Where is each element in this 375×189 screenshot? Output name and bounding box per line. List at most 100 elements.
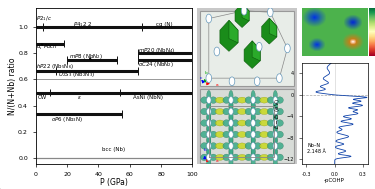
Ellipse shape <box>215 132 224 137</box>
Ellipse shape <box>232 154 239 161</box>
Ellipse shape <box>254 97 261 103</box>
Text: Nb–N
2.148 Å: Nb–N 2.148 Å <box>307 143 326 154</box>
Ellipse shape <box>207 113 211 124</box>
Circle shape <box>207 143 211 149</box>
Text: $\alpha$, Pbcn: $\alpha$, Pbcn <box>36 42 58 51</box>
Ellipse shape <box>232 120 239 126</box>
Ellipse shape <box>229 110 233 121</box>
Ellipse shape <box>229 136 233 147</box>
Ellipse shape <box>260 109 269 115</box>
Ellipse shape <box>260 120 269 126</box>
Circle shape <box>267 8 273 17</box>
Ellipse shape <box>201 143 208 149</box>
Ellipse shape <box>210 97 217 103</box>
Ellipse shape <box>251 110 255 121</box>
Text: $U_2S_3$ (Nb$_2$N$_3$): $U_2S_3$ (Nb$_2$N$_3$) <box>58 70 95 79</box>
Ellipse shape <box>237 109 247 115</box>
Circle shape <box>256 42 262 51</box>
Ellipse shape <box>237 154 247 160</box>
Ellipse shape <box>215 154 224 160</box>
Ellipse shape <box>201 120 208 126</box>
Circle shape <box>273 120 278 126</box>
Circle shape <box>273 97 278 104</box>
Ellipse shape <box>251 99 255 110</box>
Ellipse shape <box>223 154 230 161</box>
Text: AsNi (NbN): AsNi (NbN) <box>133 95 163 100</box>
Ellipse shape <box>251 113 255 124</box>
Ellipse shape <box>237 132 247 137</box>
Text: $hP22$ (Nb$_5$N$_6$): $hP22$ (Nb$_5$N$_6$) <box>36 62 75 71</box>
Ellipse shape <box>273 102 278 113</box>
Ellipse shape <box>229 122 233 133</box>
Ellipse shape <box>273 122 278 133</box>
Ellipse shape <box>229 148 233 159</box>
Ellipse shape <box>207 90 211 101</box>
Ellipse shape <box>232 108 239 115</box>
Ellipse shape <box>229 90 233 101</box>
Ellipse shape <box>223 120 230 126</box>
Ellipse shape <box>245 97 252 103</box>
Ellipse shape <box>210 120 217 126</box>
Y-axis label: N/(N+Nb) ratio: N/(N+Nb) ratio <box>8 57 17 115</box>
Ellipse shape <box>267 154 274 161</box>
Text: c: c <box>200 76 202 80</box>
Ellipse shape <box>260 97 269 103</box>
Circle shape <box>251 120 255 126</box>
Circle shape <box>254 77 260 86</box>
Circle shape <box>229 143 233 149</box>
Ellipse shape <box>201 97 208 103</box>
Ellipse shape <box>251 133 255 144</box>
Circle shape <box>207 108 211 115</box>
Text: bcc (Nb): bcc (Nb) <box>102 147 126 152</box>
Ellipse shape <box>207 102 211 113</box>
Text: 0.41: 0.41 <box>373 9 375 13</box>
Ellipse shape <box>232 131 239 138</box>
Circle shape <box>273 108 278 115</box>
Text: a: a <box>215 83 218 87</box>
Ellipse shape <box>229 102 233 113</box>
Polygon shape <box>262 18 277 44</box>
Ellipse shape <box>260 154 269 160</box>
Ellipse shape <box>273 110 278 121</box>
Ellipse shape <box>201 108 208 115</box>
Ellipse shape <box>245 120 252 126</box>
Ellipse shape <box>254 131 261 138</box>
Ellipse shape <box>210 108 217 115</box>
Ellipse shape <box>229 156 233 167</box>
Ellipse shape <box>276 97 284 103</box>
Circle shape <box>214 47 220 56</box>
Circle shape <box>251 131 255 138</box>
Circle shape <box>251 143 255 149</box>
Ellipse shape <box>276 108 284 115</box>
Ellipse shape <box>276 143 284 149</box>
Ellipse shape <box>210 131 217 138</box>
Ellipse shape <box>273 99 278 110</box>
Ellipse shape <box>260 143 269 149</box>
Circle shape <box>273 154 278 161</box>
Ellipse shape <box>232 143 239 149</box>
Text: $oC24$ (NbN$_2$): $oC24$ (NbN$_2$) <box>138 60 174 69</box>
Polygon shape <box>229 20 238 43</box>
Ellipse shape <box>273 156 278 167</box>
Ellipse shape <box>207 110 211 121</box>
Text: cg (N): cg (N) <box>156 22 172 27</box>
Ellipse shape <box>251 136 255 147</box>
Ellipse shape <box>251 125 255 136</box>
Circle shape <box>207 97 211 104</box>
Ellipse shape <box>245 108 252 115</box>
Ellipse shape <box>207 156 211 167</box>
Text: 0.09: 0.09 <box>373 28 375 32</box>
Ellipse shape <box>207 145 211 156</box>
Ellipse shape <box>276 120 284 126</box>
Circle shape <box>207 120 211 126</box>
Ellipse shape <box>207 122 211 133</box>
Circle shape <box>206 14 212 23</box>
Ellipse shape <box>251 156 255 167</box>
Ellipse shape <box>267 120 274 126</box>
Ellipse shape <box>210 143 217 149</box>
Text: a: a <box>215 159 218 163</box>
Ellipse shape <box>229 125 233 136</box>
Ellipse shape <box>251 102 255 113</box>
Text: -0.24: -0.24 <box>373 46 375 50</box>
Ellipse shape <box>201 154 208 161</box>
